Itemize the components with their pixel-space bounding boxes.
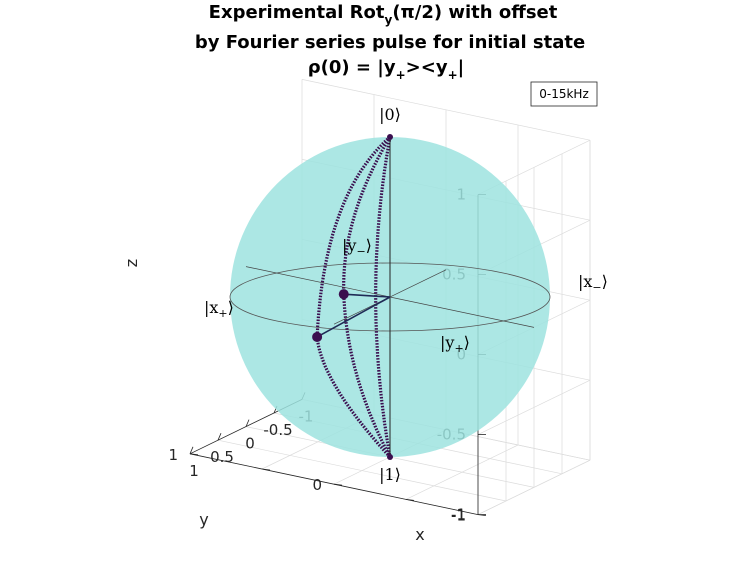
trajectory-curve xyxy=(315,336,392,459)
x-tick-label: 1 xyxy=(189,462,199,480)
x-tick-label: 0 xyxy=(245,435,255,453)
x-tick-mark xyxy=(245,419,250,427)
y-tick-mark xyxy=(261,468,271,471)
y-tick-label: 1 xyxy=(168,446,178,464)
state-vector-line xyxy=(343,293,391,298)
z-axis-label: z xyxy=(122,259,141,267)
state-vector-point xyxy=(338,289,349,300)
y-tick-mark xyxy=(477,514,487,516)
chart-title: Experimental Roty(π/2) with offset by Fo… xyxy=(195,2,585,82)
pole-marker xyxy=(387,134,393,140)
y-axis-ticks: -1 0 1 xyxy=(168,446,466,525)
grid-line xyxy=(217,439,507,502)
ket-x-minus-label: |x−⟩ xyxy=(578,272,608,294)
title-line-3: ρ(0) = |y+><y+| xyxy=(308,57,464,82)
x-axis-label: x xyxy=(415,525,424,544)
y-tick-label: -1 xyxy=(451,507,466,525)
axis-edge xyxy=(189,453,479,515)
ket-y-minus-label: |y−⟩ xyxy=(342,236,372,258)
trajectory-curve xyxy=(342,136,392,295)
pole-marker xyxy=(387,454,393,460)
x-tick-label: 0.5 xyxy=(210,448,234,466)
y-tick-mark xyxy=(333,483,343,486)
legend: 0-15kHz xyxy=(530,81,598,107)
state-vector-point xyxy=(312,331,323,342)
trajectory-curve xyxy=(342,294,392,458)
ket-zero-label: |0⟩ xyxy=(379,105,401,124)
title-line-1: Experimental Roty(π/2) with offset xyxy=(209,2,558,27)
state-vectors xyxy=(312,134,393,460)
legend-entry: 0-15kHz xyxy=(539,87,589,101)
y-tick-mark xyxy=(189,453,199,456)
ket-x-plus-label: |x+⟩ xyxy=(204,298,234,320)
x-tick-label: -0.5 xyxy=(263,421,292,439)
x-tick-mark xyxy=(189,446,194,454)
y-axis-label: y xyxy=(199,510,208,529)
state-vector-line xyxy=(316,296,391,338)
legend-box xyxy=(530,81,598,107)
z-tick-label: -1 xyxy=(451,506,466,524)
ket-one-label: |1⟩ xyxy=(379,465,401,484)
y-tick-label: 0 xyxy=(312,476,322,494)
y-tick-mark xyxy=(405,499,415,501)
ket-y-plus-label: |y+⟩ xyxy=(440,333,470,355)
x-tick-mark xyxy=(217,433,222,441)
grid-line xyxy=(301,79,591,141)
title-line-2: by Fourier series pulse for initial stat… xyxy=(195,32,585,53)
